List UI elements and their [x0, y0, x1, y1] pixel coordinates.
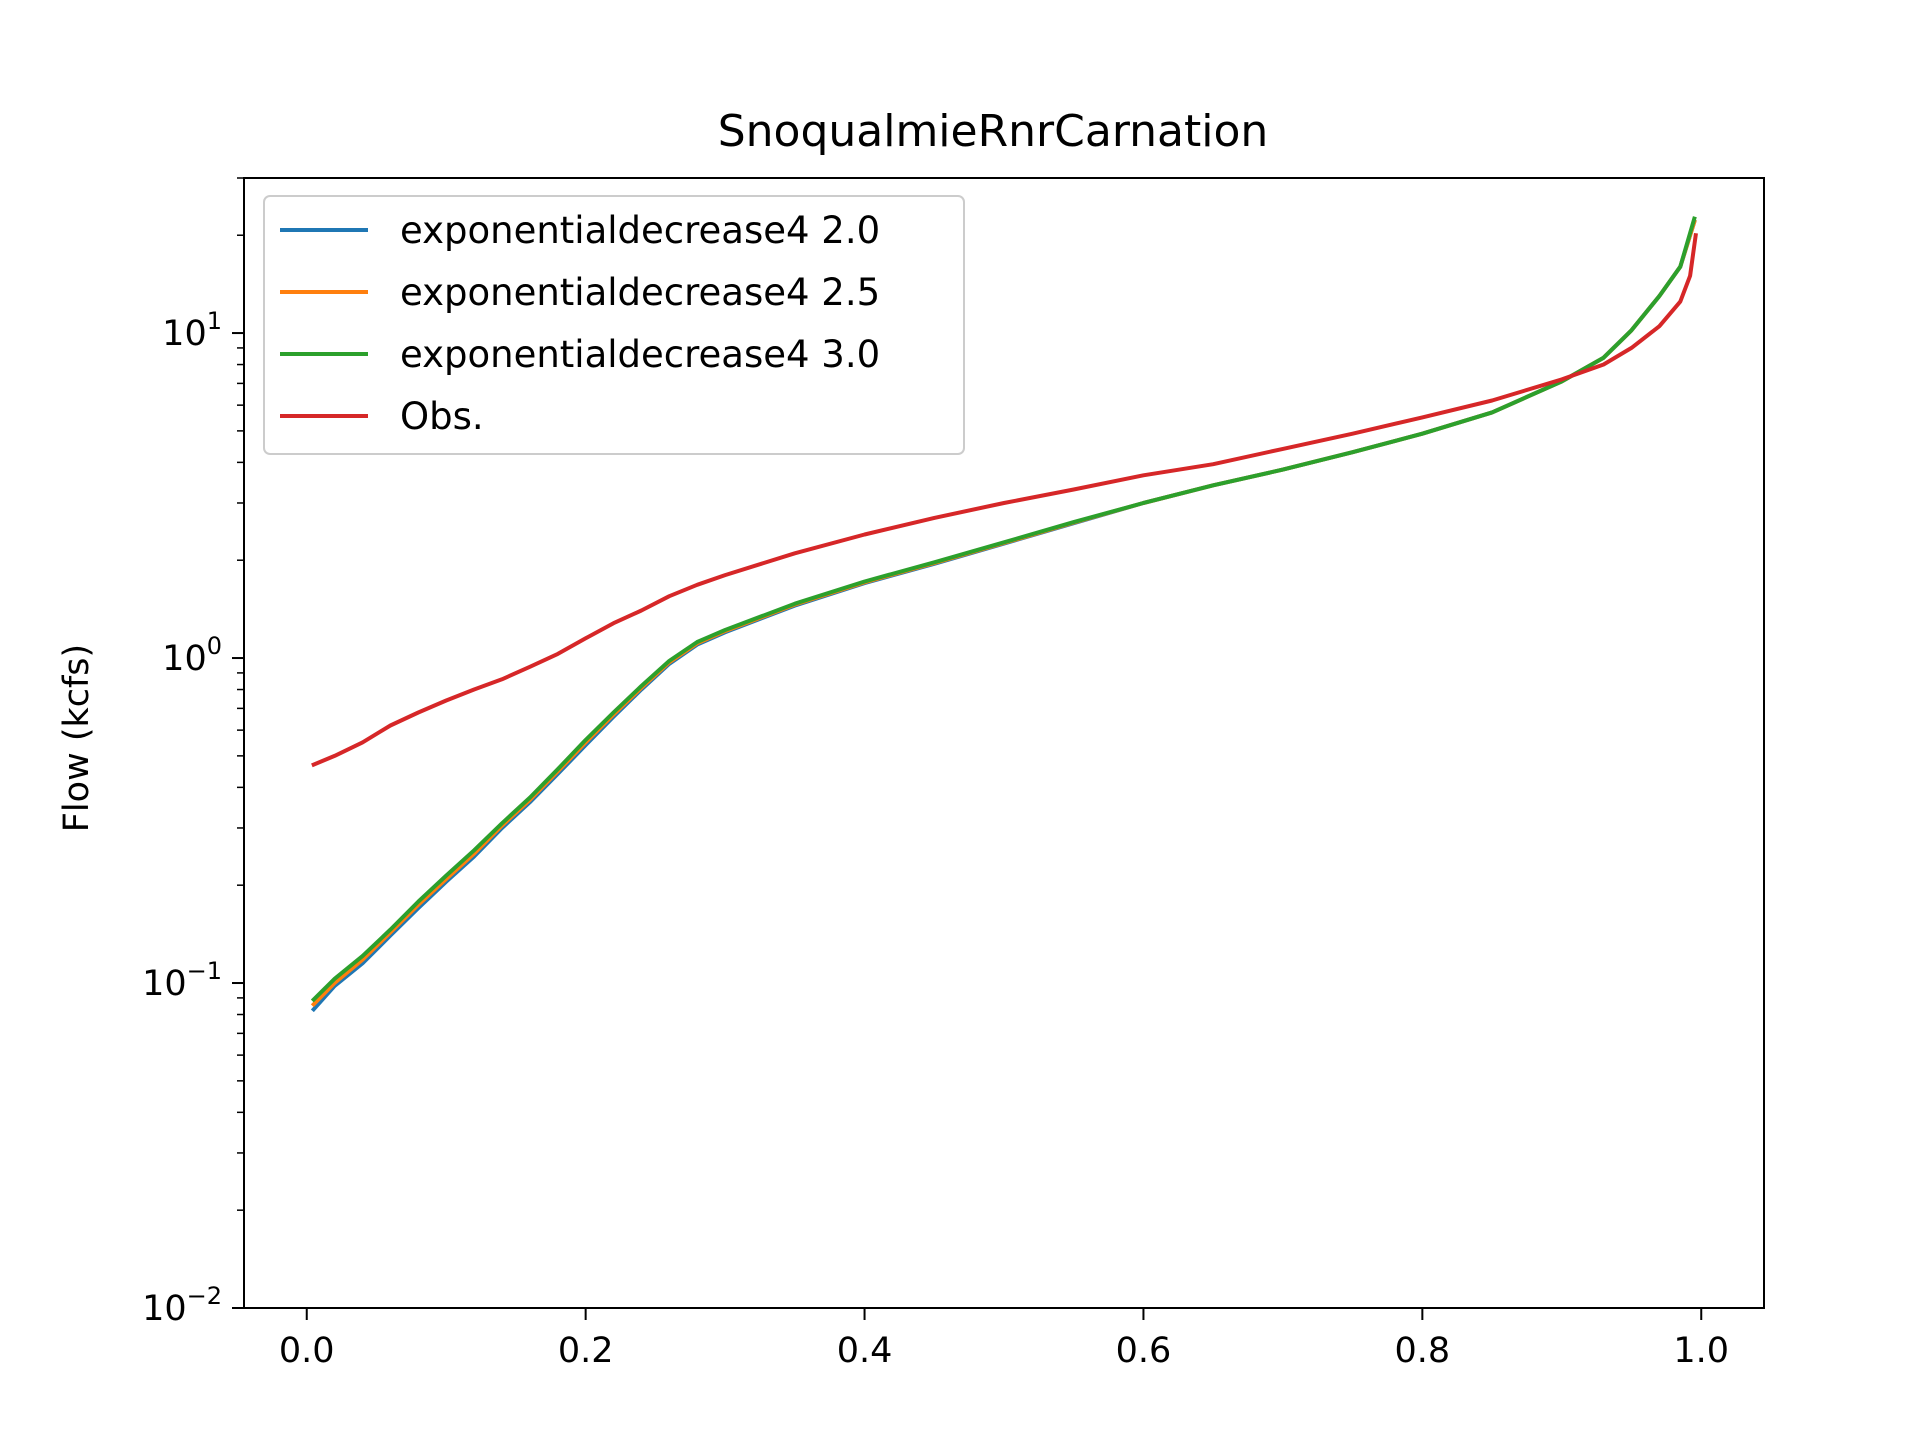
- y-tick-label: 101: [162, 307, 222, 354]
- axes-layer: 0.0 0.2 0.4 0.6 0.8 1.0 10−2 10−1 100 101: [142, 177, 1765, 1371]
- legend: exponentialdecrease4 2.0 exponentialdecre…: [263, 195, 965, 455]
- y-tick-label: 100: [162, 632, 222, 679]
- y-tick-label: 10−1: [142, 957, 222, 1004]
- chart-title: SnoqualmieRnrCarnation: [718, 106, 1269, 157]
- y-axis-label: Flow (kcfs): [57, 644, 97, 832]
- series-layer: [310, 216, 1698, 1013]
- x-tick-label: 0.8: [1395, 1331, 1451, 1371]
- x-tick-label: 0.2: [558, 1331, 614, 1371]
- plot-frame: [243, 177, 1765, 1309]
- series-line-3: [310, 216, 1697, 1003]
- legend-box: [263, 195, 965, 455]
- legend-label: exponentialdecrease4 2.0: [400, 209, 880, 252]
- x-tick-label: 0.6: [1116, 1331, 1172, 1371]
- legend-label: exponentialdecrease4 2.5: [400, 271, 880, 314]
- x-tick-label: 0.0: [279, 1331, 335, 1371]
- x-tick-label: 1.0: [1673, 1331, 1729, 1371]
- legend-label: exponentialdecrease4 3.0: [400, 333, 880, 376]
- legend-label: Obs.: [400, 395, 484, 438]
- x-tick-label: 0.4: [837, 1331, 893, 1371]
- series-line-4: [311, 232, 1698, 768]
- y-tick-label: 10−2: [142, 1282, 222, 1329]
